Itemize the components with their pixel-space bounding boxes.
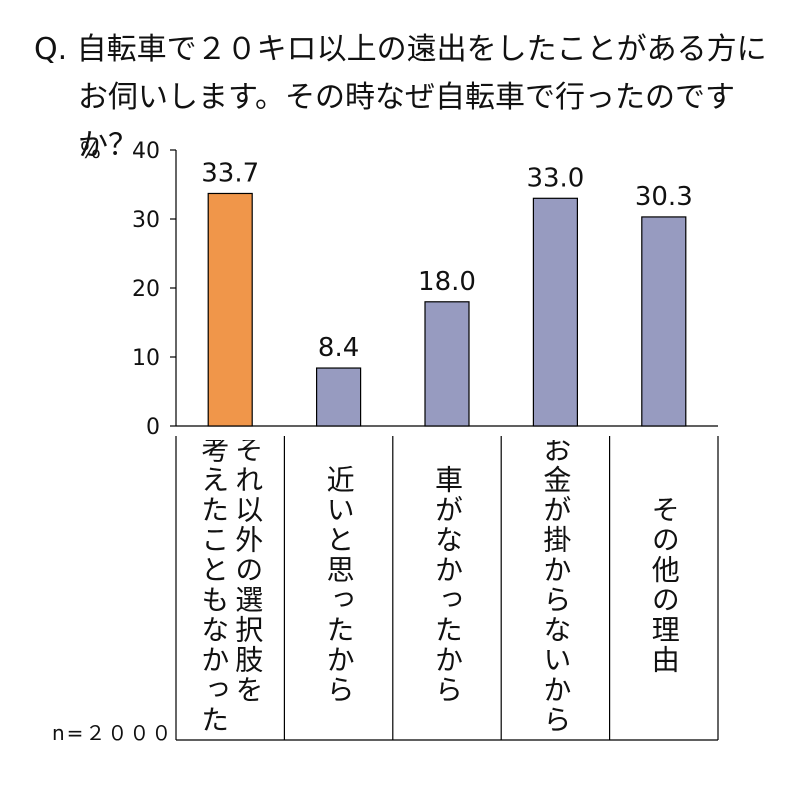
chart-title: Q. 自転車で２０キロ以上の遠出をしたことがある方に お伺いします。その時なぜ自… bbox=[34, 26, 774, 170]
question-line-2: お伺いします。その時なぜ自転車で行ったのですか？ bbox=[78, 80, 735, 163]
category-label-text: お金が掛からないから bbox=[539, 440, 573, 735]
bar bbox=[316, 367, 362, 427]
y-axis-label: % bbox=[80, 139, 101, 164]
data-label: 18.0 bbox=[418, 267, 476, 297]
y-tick-label: 0 bbox=[146, 415, 160, 440]
category-label: お金が掛からないから bbox=[539, 440, 573, 735]
category-label: その他の理由 bbox=[647, 495, 681, 675]
data-label: 8.4 bbox=[318, 333, 359, 363]
data-label: 30.3 bbox=[635, 182, 693, 212]
data-label: 33.7 bbox=[201, 158, 259, 188]
data-label: 33.0 bbox=[526, 163, 584, 193]
category-label-text: それ以外の選択肢を 考えたこともなかった bbox=[197, 440, 265, 735]
category-label-text: 近いと思ったから bbox=[322, 465, 356, 705]
y-tick-label: 10 bbox=[132, 346, 160, 371]
category-label-text: その他の理由 bbox=[647, 495, 681, 675]
bar bbox=[207, 192, 253, 427]
y-tick-label: 20 bbox=[132, 277, 160, 302]
y-tick-label: 40 bbox=[132, 139, 160, 164]
category-label: それ以外の選択肢を 考えたこともなかった bbox=[197, 440, 265, 735]
question-line-1: Q. 自転車で２０キロ以上の遠出をしたことがある方に bbox=[34, 32, 767, 67]
category-label-text: 車がなかったから bbox=[430, 465, 464, 705]
y-tick-label: 30 bbox=[132, 208, 160, 233]
bar bbox=[424, 301, 470, 427]
bar bbox=[532, 197, 579, 427]
category-label: 車がなかったから bbox=[430, 465, 464, 705]
category-label: 近いと思ったから bbox=[322, 465, 356, 705]
bar bbox=[641, 216, 687, 427]
sample-size: n=２０００ bbox=[52, 721, 173, 745]
